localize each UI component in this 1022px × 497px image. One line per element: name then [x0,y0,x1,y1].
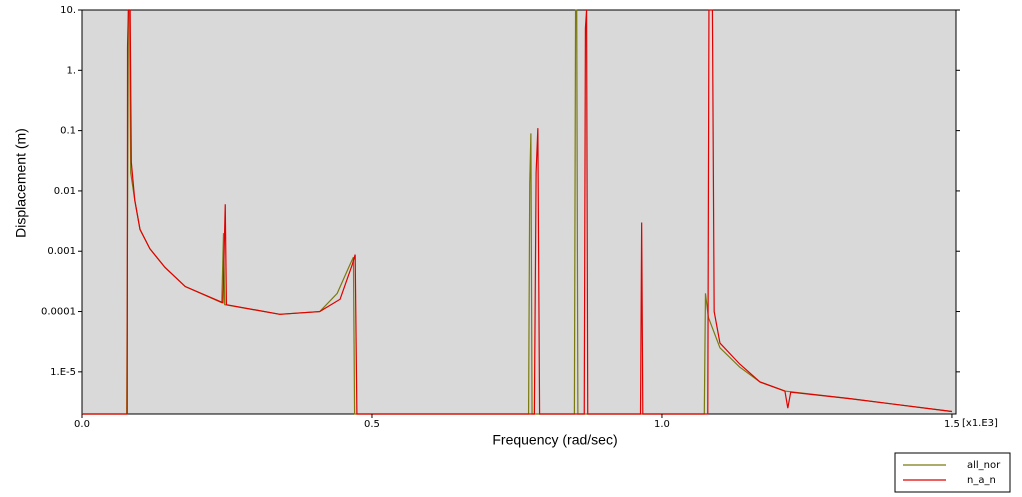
y-tick-label: 10. [60,5,76,16]
legend-label: n_a_n [967,475,996,486]
y-tick-label: 1.E-5 [50,367,76,378]
legend-label: all_nor [967,460,1001,471]
y-tick-label: 0.01 [54,186,76,197]
y-tick-label: 0.0001 [41,307,76,318]
plot-area [81,9,957,415]
x-tick-label: 0.0 [74,419,90,430]
legend-box [894,452,1011,493]
x-tick-label: 0.5 [364,419,380,430]
y-tick-label: 1. [66,65,76,76]
x-axis-title: Frequency (rad/sec) [492,432,617,448]
x-tick-label: 1.5 [944,419,960,430]
x-unit-note: [x1.E3] [962,418,998,429]
series-line [82,9,953,415]
y-axis-title: Displacement (m) [13,128,29,238]
y-tick-label: 0.1 [60,126,76,137]
x-tick-label: 1.0 [654,419,670,430]
y-tick-label: 0.001 [47,246,76,257]
